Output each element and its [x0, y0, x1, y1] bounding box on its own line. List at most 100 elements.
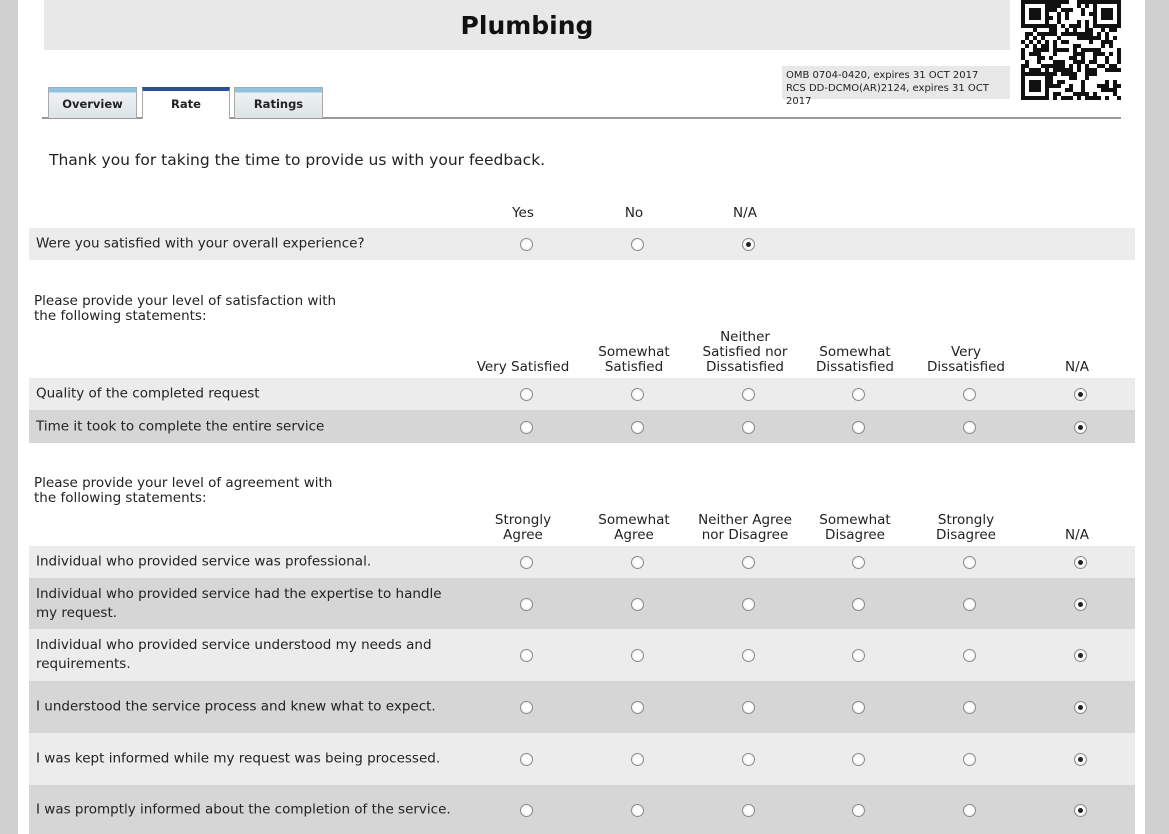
radio-button[interactable] — [631, 701, 644, 714]
qr-cell — [1041, 48, 1045, 52]
question-row: Were you satisfied with your overall exp… — [29, 228, 1135, 260]
radio-button[interactable] — [742, 803, 755, 817]
radio-button[interactable] — [520, 238, 533, 251]
radio-button[interactable] — [631, 597, 644, 611]
page-title: Plumbing — [44, 0, 1010, 50]
header-line: Strongly — [494, 512, 552, 528]
radio-button[interactable] — [520, 597, 533, 611]
qr-cell — [1097, 36, 1101, 40]
radio-button[interactable] — [963, 701, 976, 714]
radio-button[interactable] — [631, 420, 644, 434]
qr-cell — [1057, 20, 1061, 24]
radio-button[interactable] — [742, 238, 755, 251]
qr-cell — [1117, 52, 1121, 56]
qr-cell — [1093, 92, 1097, 96]
radio-button[interactable] — [1074, 388, 1087, 401]
radio-button[interactable] — [742, 420, 755, 434]
qr-cell — [1069, 68, 1073, 72]
qr-cell — [1093, 96, 1097, 100]
radio-button[interactable] — [852, 753, 865, 766]
radio-button[interactable] — [742, 597, 755, 611]
radio-button[interactable] — [963, 803, 976, 817]
radio-button[interactable] — [1074, 556, 1087, 569]
header-line: Somewhat — [819, 344, 891, 360]
radio-button[interactable] — [963, 388, 976, 401]
radio-button[interactable] — [1074, 753, 1087, 766]
tab-line — [42, 117, 1121, 119]
radio-button[interactable] — [963, 556, 976, 569]
radio-dot — [1078, 601, 1083, 607]
radio-button[interactable] — [963, 753, 976, 766]
qr-cell — [1069, 88, 1073, 92]
header-line: Very Satisfied — [476, 359, 570, 375]
qr-cell — [1025, 36, 1029, 40]
question-row: Individual who provided service was prof… — [29, 546, 1135, 578]
tab[interactable]: Overview — [48, 87, 137, 118]
question-text: Quality of the completed request — [36, 385, 260, 402]
question-row: Quality of the completed request — [29, 378, 1135, 410]
radio-button[interactable] — [1074, 420, 1087, 434]
question-row: Individual who provided service understo… — [29, 629, 1135, 681]
qr-cell — [1117, 96, 1121, 100]
radio-button[interactable] — [520, 803, 533, 817]
radio-button[interactable] — [520, 701, 533, 714]
qr-cell — [1117, 56, 1121, 60]
radio-button[interactable] — [520, 556, 533, 569]
radio-button[interactable] — [852, 420, 865, 434]
qr-cell — [1085, 36, 1089, 40]
tab[interactable]: Ratings — [234, 87, 323, 118]
radio-button[interactable] — [1074, 701, 1087, 714]
radio-button[interactable] — [852, 803, 865, 817]
radio-button[interactable] — [852, 388, 865, 401]
radio-dot — [1078, 757, 1083, 762]
qr-cell — [1041, 56, 1045, 60]
qr-cell — [1037, 48, 1041, 52]
tab[interactable]: Rate — [142, 87, 230, 119]
radio-button[interactable] — [1074, 597, 1087, 611]
radio-button[interactable] — [742, 649, 755, 662]
qr-cell — [1077, 92, 1081, 96]
radio-button[interactable] — [631, 238, 644, 251]
radio-button[interactable] — [520, 420, 533, 434]
radio-button[interactable] — [631, 753, 644, 766]
qr-cell — [1085, 32, 1089, 36]
radio-button[interactable] — [963, 420, 976, 434]
radio-button[interactable] — [631, 803, 644, 817]
radio-button[interactable] — [520, 753, 533, 766]
qr-cell — [1049, 28, 1053, 32]
radio-button[interactable] — [852, 597, 865, 611]
qr-cell — [1089, 60, 1093, 64]
qr-cell — [1089, 96, 1093, 100]
radio-button[interactable] — [963, 597, 976, 611]
radio-button[interactable] — [963, 649, 976, 662]
qr-cell — [1049, 0, 1053, 4]
qr-cell — [1097, 96, 1101, 100]
qr-cell — [1029, 8, 1041, 20]
qr-cell — [1105, 36, 1109, 40]
radio-dot — [746, 242, 751, 247]
survey-page: Plumbing OMB 0704-0420, expires 31 OCT 2… — [18, 0, 1145, 834]
radio-button[interactable] — [1074, 803, 1087, 817]
radio-button[interactable] — [742, 556, 755, 569]
radio-button[interactable] — [631, 649, 644, 662]
radio-button[interactable] — [742, 388, 755, 401]
radio-button[interactable] — [631, 388, 644, 401]
radio-button[interactable] — [1074, 649, 1087, 662]
radio-button[interactable] — [520, 649, 533, 662]
radio-button[interactable] — [852, 556, 865, 569]
radio-button[interactable] — [742, 753, 755, 766]
radio-button[interactable] — [852, 701, 865, 714]
radio-button[interactable] — [520, 388, 533, 401]
qr-cell — [1057, 12, 1061, 16]
header-line: N/A — [1065, 359, 1089, 375]
radio-button[interactable] — [631, 556, 644, 569]
column-header: Neither Agree nor Disagree — [685, 513, 805, 543]
radio-button[interactable] — [742, 701, 755, 714]
qr-cell — [1045, 40, 1049, 44]
radio-button[interactable] — [852, 649, 865, 662]
qr-cell — [1061, 80, 1065, 84]
qr-cell — [1049, 72, 1053, 76]
qr-cell — [1089, 0, 1093, 4]
qr-cell — [1085, 4, 1089, 8]
header-line: Very — [950, 344, 982, 360]
